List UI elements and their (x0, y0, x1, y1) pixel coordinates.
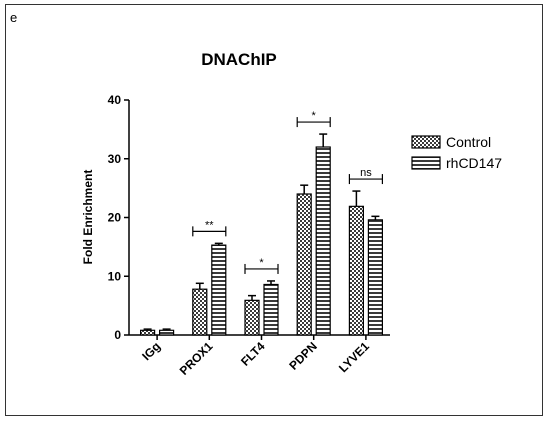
significance-label-pdpn: * (312, 110, 317, 122)
bar-rhcd147-prox1 (211, 244, 227, 336)
bar-control-igg (140, 329, 156, 336)
legend-label-rhcd147: rhCD147 (446, 155, 502, 171)
x-tick-label-igg: IGg (139, 339, 163, 363)
significance-markers: ****ns (192, 110, 383, 274)
chart-title: DNAChIP (201, 50, 277, 69)
bar-control-lyve1 (348, 205, 364, 336)
bar-rhcd147-flt4 (263, 283, 279, 336)
y-tick-label: 30 (108, 152, 122, 166)
y-tick-label: 10 (108, 269, 122, 283)
panel-label: e (10, 10, 18, 25)
legend-label-control: Control (446, 134, 491, 150)
y-tick-label: 40 (108, 93, 122, 107)
y-tick-label: 0 (114, 328, 121, 342)
significance-label-lyve1: ns (360, 167, 372, 179)
bar-control-flt4 (244, 299, 260, 336)
bar-rhcd147-lyve1 (367, 219, 383, 336)
bar-rhcd147-igg (159, 329, 175, 336)
bar-control-pdpn (296, 193, 312, 336)
x-tick-label-lyve1: LYVE1 (336, 339, 372, 375)
x-tick-label-flt4: FLT4 (238, 339, 268, 369)
y-axis-label: Fold Enrichment (81, 170, 95, 265)
x-tick-label-prox1: PROX1 (177, 339, 216, 378)
figure-frame (5, 4, 543, 416)
significance-label-prox1: ** (205, 219, 214, 231)
significance-label-flt4: * (259, 257, 264, 269)
legend-swatch-rhcd147 (411, 156, 441, 170)
bar-control-prox1 (192, 288, 208, 336)
bar-rhcd147-pdpn (315, 146, 331, 336)
legend-swatch-control (411, 135, 441, 149)
y-tick-label: 20 (108, 211, 122, 225)
x-tick-label-pdpn: PDPN (286, 339, 319, 372)
legend: Control rhCD147 (411, 134, 502, 171)
